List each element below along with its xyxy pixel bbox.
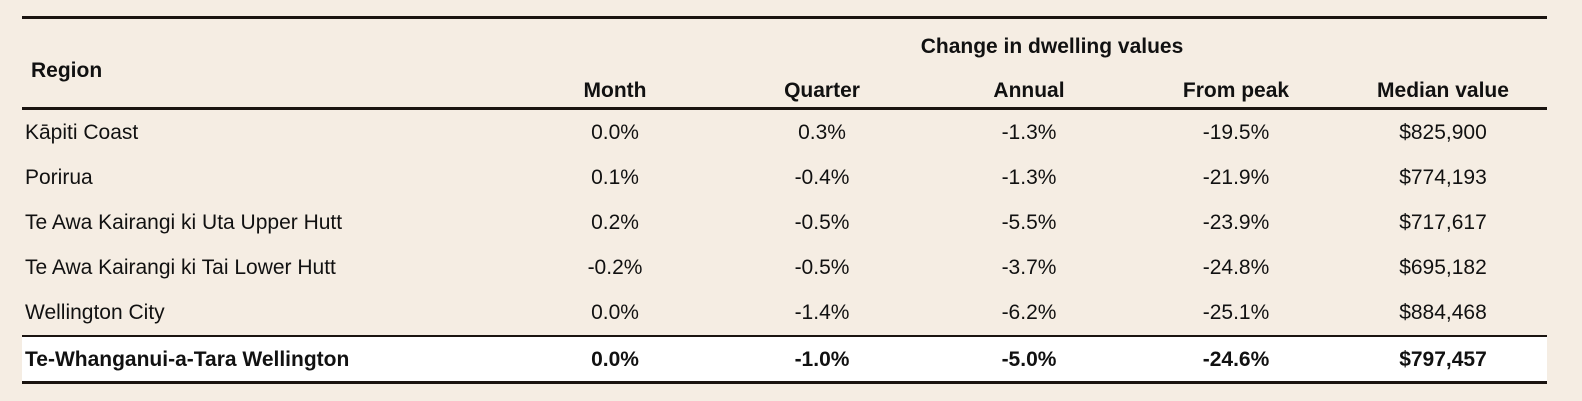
from-peak-cell: -24.8% (1202, 256, 1270, 279)
quarter-cell: -1.4% (794, 301, 850, 324)
quarter-column-header: Quarter (784, 79, 860, 102)
from-peak-cell: -23.9% (1202, 211, 1270, 234)
quarter-cell: -0.5% (794, 256, 850, 279)
from-peak-cell: -25.1% (1202, 301, 1270, 324)
month-cell: 0.1% (591, 166, 639, 189)
median-value-cell: $884,468 (1399, 301, 1487, 324)
month-cell: 0.2% (591, 211, 639, 234)
month-cell: 0.0% (591, 301, 639, 324)
month-column-header: Month (583, 79, 647, 102)
region-column-header: Region (31, 59, 103, 82)
region-cell: Te Awa Kairangi ki Tai Lower Hutt (25, 256, 336, 279)
median-value-cell: $717,617 (1399, 211, 1487, 234)
region-cell: Te Awa Kairangi ki Uta Upper Hutt (25, 211, 343, 234)
quarter-cell: -0.4% (794, 166, 850, 189)
annual-cell: -5.5% (1001, 211, 1057, 234)
total-region-cell: Te-Whanganui-a-Tara Wellington (25, 347, 350, 371)
from-peak-cell: -19.5% (1202, 121, 1270, 144)
quarter-cell: -0.5% (794, 211, 850, 234)
median-value-cell: $695,182 (1399, 256, 1487, 279)
table-row: Te Awa Kairangi ki Uta Upper Hutt 0.2% -… (22, 200, 1547, 245)
median-value-column-header: Median value (1377, 79, 1509, 102)
table-row: Kāpiti Coast 0.0% 0.3% -1.3% -19.5% $825… (22, 110, 1547, 155)
table-row: Te Awa Kairangi ki Tai Lower Hutt -0.2% … (22, 245, 1547, 290)
region-cell: Wellington City (25, 301, 165, 324)
table-bottom-rule (22, 380, 1547, 384)
annual-column-header: Annual (993, 79, 1065, 102)
total-from-peak-cell: -24.6% (1202, 347, 1270, 371)
median-value-cell: $825,900 (1399, 121, 1487, 144)
table-row: Wellington City 0.0% -1.4% -6.2% -25.1% … (22, 290, 1547, 335)
total-month-cell: 0.0% (591, 347, 639, 371)
from-peak-column-header: From peak (1182, 79, 1290, 102)
table-header: Region Change in dwelling values Month Q… (22, 19, 1547, 107)
total-annual-cell: -5.0% (1001, 347, 1057, 371)
annual-cell: -3.7% (1001, 256, 1057, 279)
region-cell: Kāpiti Coast (25, 121, 139, 144)
dwelling-values-table: Region Change in dwelling values Month Q… (22, 16, 1547, 384)
table-top-rule (22, 16, 1547, 19)
total-row: Te-Whanganui-a-Tara Wellington 0.0% -1.0… (22, 336, 1547, 381)
region-cell: Porirua (25, 166, 93, 189)
annual-cell: -1.3% (1001, 121, 1057, 144)
annual-cell: -1.3% (1001, 166, 1057, 189)
from-peak-cell: -21.9% (1202, 166, 1270, 189)
header-rule (22, 107, 1547, 110)
median-value-cell: $774,193 (1399, 166, 1487, 189)
total-rule (22, 335, 1547, 337)
quarter-cell: 0.3% (798, 121, 846, 144)
annual-cell: -6.2% (1001, 301, 1057, 324)
month-cell: -0.2% (587, 256, 643, 279)
change-group-header: Change in dwelling values (920, 35, 1184, 58)
total-quarter-cell: -1.0% (794, 347, 850, 371)
total-median-value-cell: $797,457 (1399, 347, 1487, 371)
month-cell: 0.0% (591, 121, 639, 144)
table-row: Porirua 0.1% -0.4% -1.3% -21.9% $774,193 (22, 155, 1547, 200)
